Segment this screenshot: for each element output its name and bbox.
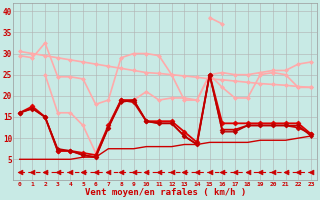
X-axis label: Vent moyen/en rafales ( km/h ): Vent moyen/en rafales ( km/h ) — [85, 188, 246, 197]
